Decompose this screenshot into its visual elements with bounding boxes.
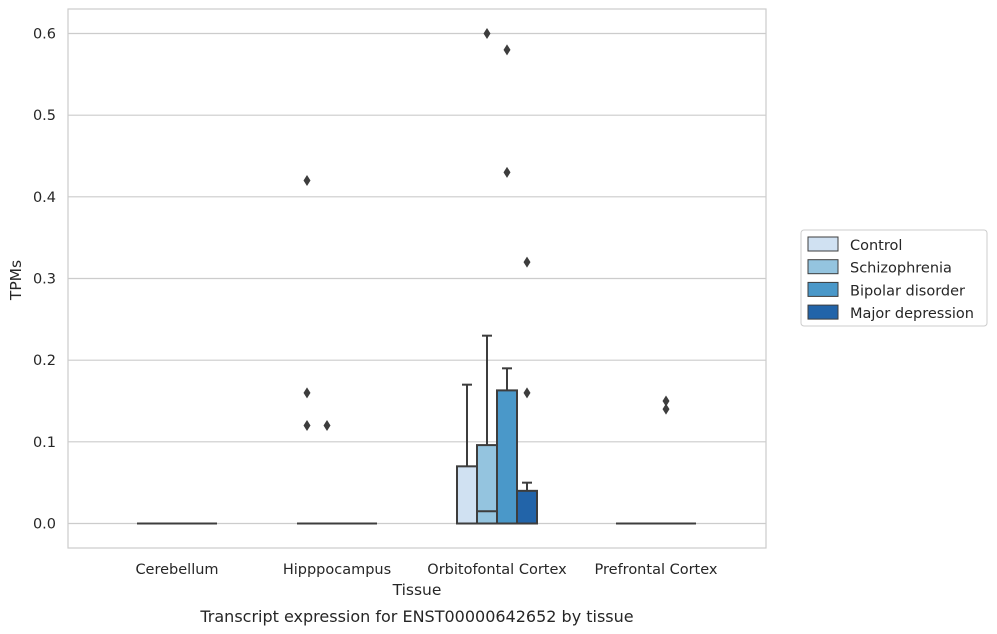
box-marks <box>137 28 696 525</box>
outlier-point <box>303 420 311 431</box>
legend-label: Bipolar disorder <box>850 283 965 299</box>
outlier-point <box>503 44 511 56</box>
legend-swatch <box>807 281 839 297</box>
chart-caption: Transcript expression for ENST0000064265… <box>199 607 633 626</box>
box-2-3 <box>516 256 538 525</box>
y-tick-label: 0.5 <box>33 108 56 124</box>
x-tick-label: Prefrontal Cortex <box>595 562 718 578</box>
outlier-point <box>323 420 331 431</box>
outlier-point <box>503 166 511 178</box>
y-tick-label: 0.0 <box>33 517 56 533</box>
box-body <box>496 389 518 525</box>
legend-label: Major depression <box>850 306 974 322</box>
x-tick-label: Hipppocampus <box>283 562 391 578</box>
outlier-point <box>523 256 531 268</box>
legend-frame <box>800 229 988 327</box>
outlier-point <box>662 403 670 415</box>
y-tick-label: 0.2 <box>33 353 56 369</box>
box-body <box>456 465 478 525</box>
x-axis-title: Tissue <box>392 581 442 599</box>
y-tick-label: 0.1 <box>33 435 56 451</box>
y-tick-label: 0.4 <box>33 190 56 206</box>
outlier-point <box>662 395 670 407</box>
box-body <box>516 489 538 525</box>
outlier-point <box>483 28 491 39</box>
legend: Control Schizophrenia Bipolar disorder Majo… <box>800 229 988 327</box>
gridlines <box>68 32 766 525</box>
box-3-2 <box>656 395 676 525</box>
legend-label: Control <box>850 238 902 254</box>
legend-swatch <box>807 304 839 320</box>
legend-label: Schizophrenia <box>850 261 952 277</box>
x-tick-labels: Cerebellum Hipppocampus Orbitofontal Corte… <box>135 562 717 578</box>
legend-swatch <box>807 259 839 275</box>
box-2-0 <box>456 383 478 525</box>
outlier-point <box>303 175 311 186</box>
y-tick-label: 0.3 <box>33 272 56 288</box>
box-1-1 <box>317 420 337 525</box>
y-tick-label: 0.6 <box>33 27 56 43</box>
plot-frame <box>67 8 767 549</box>
x-tick-label: Orbitofontal Cortex <box>427 562 567 578</box>
outlier-point <box>523 387 531 399</box>
outlier-point <box>303 387 311 399</box>
legend-swatch <box>807 236 839 252</box>
box-2-1 <box>476 28 498 525</box>
box-1-0 <box>297 175 317 525</box>
x-tick-label: Cerebellum <box>135 562 218 578</box>
y-tick-labels: 0.0 0.1 0.2 0.3 0.4 0.5 0.6 <box>33 27 56 533</box>
box-2-2 <box>496 44 518 525</box>
y-axis-title: TPMs <box>7 260 25 301</box>
